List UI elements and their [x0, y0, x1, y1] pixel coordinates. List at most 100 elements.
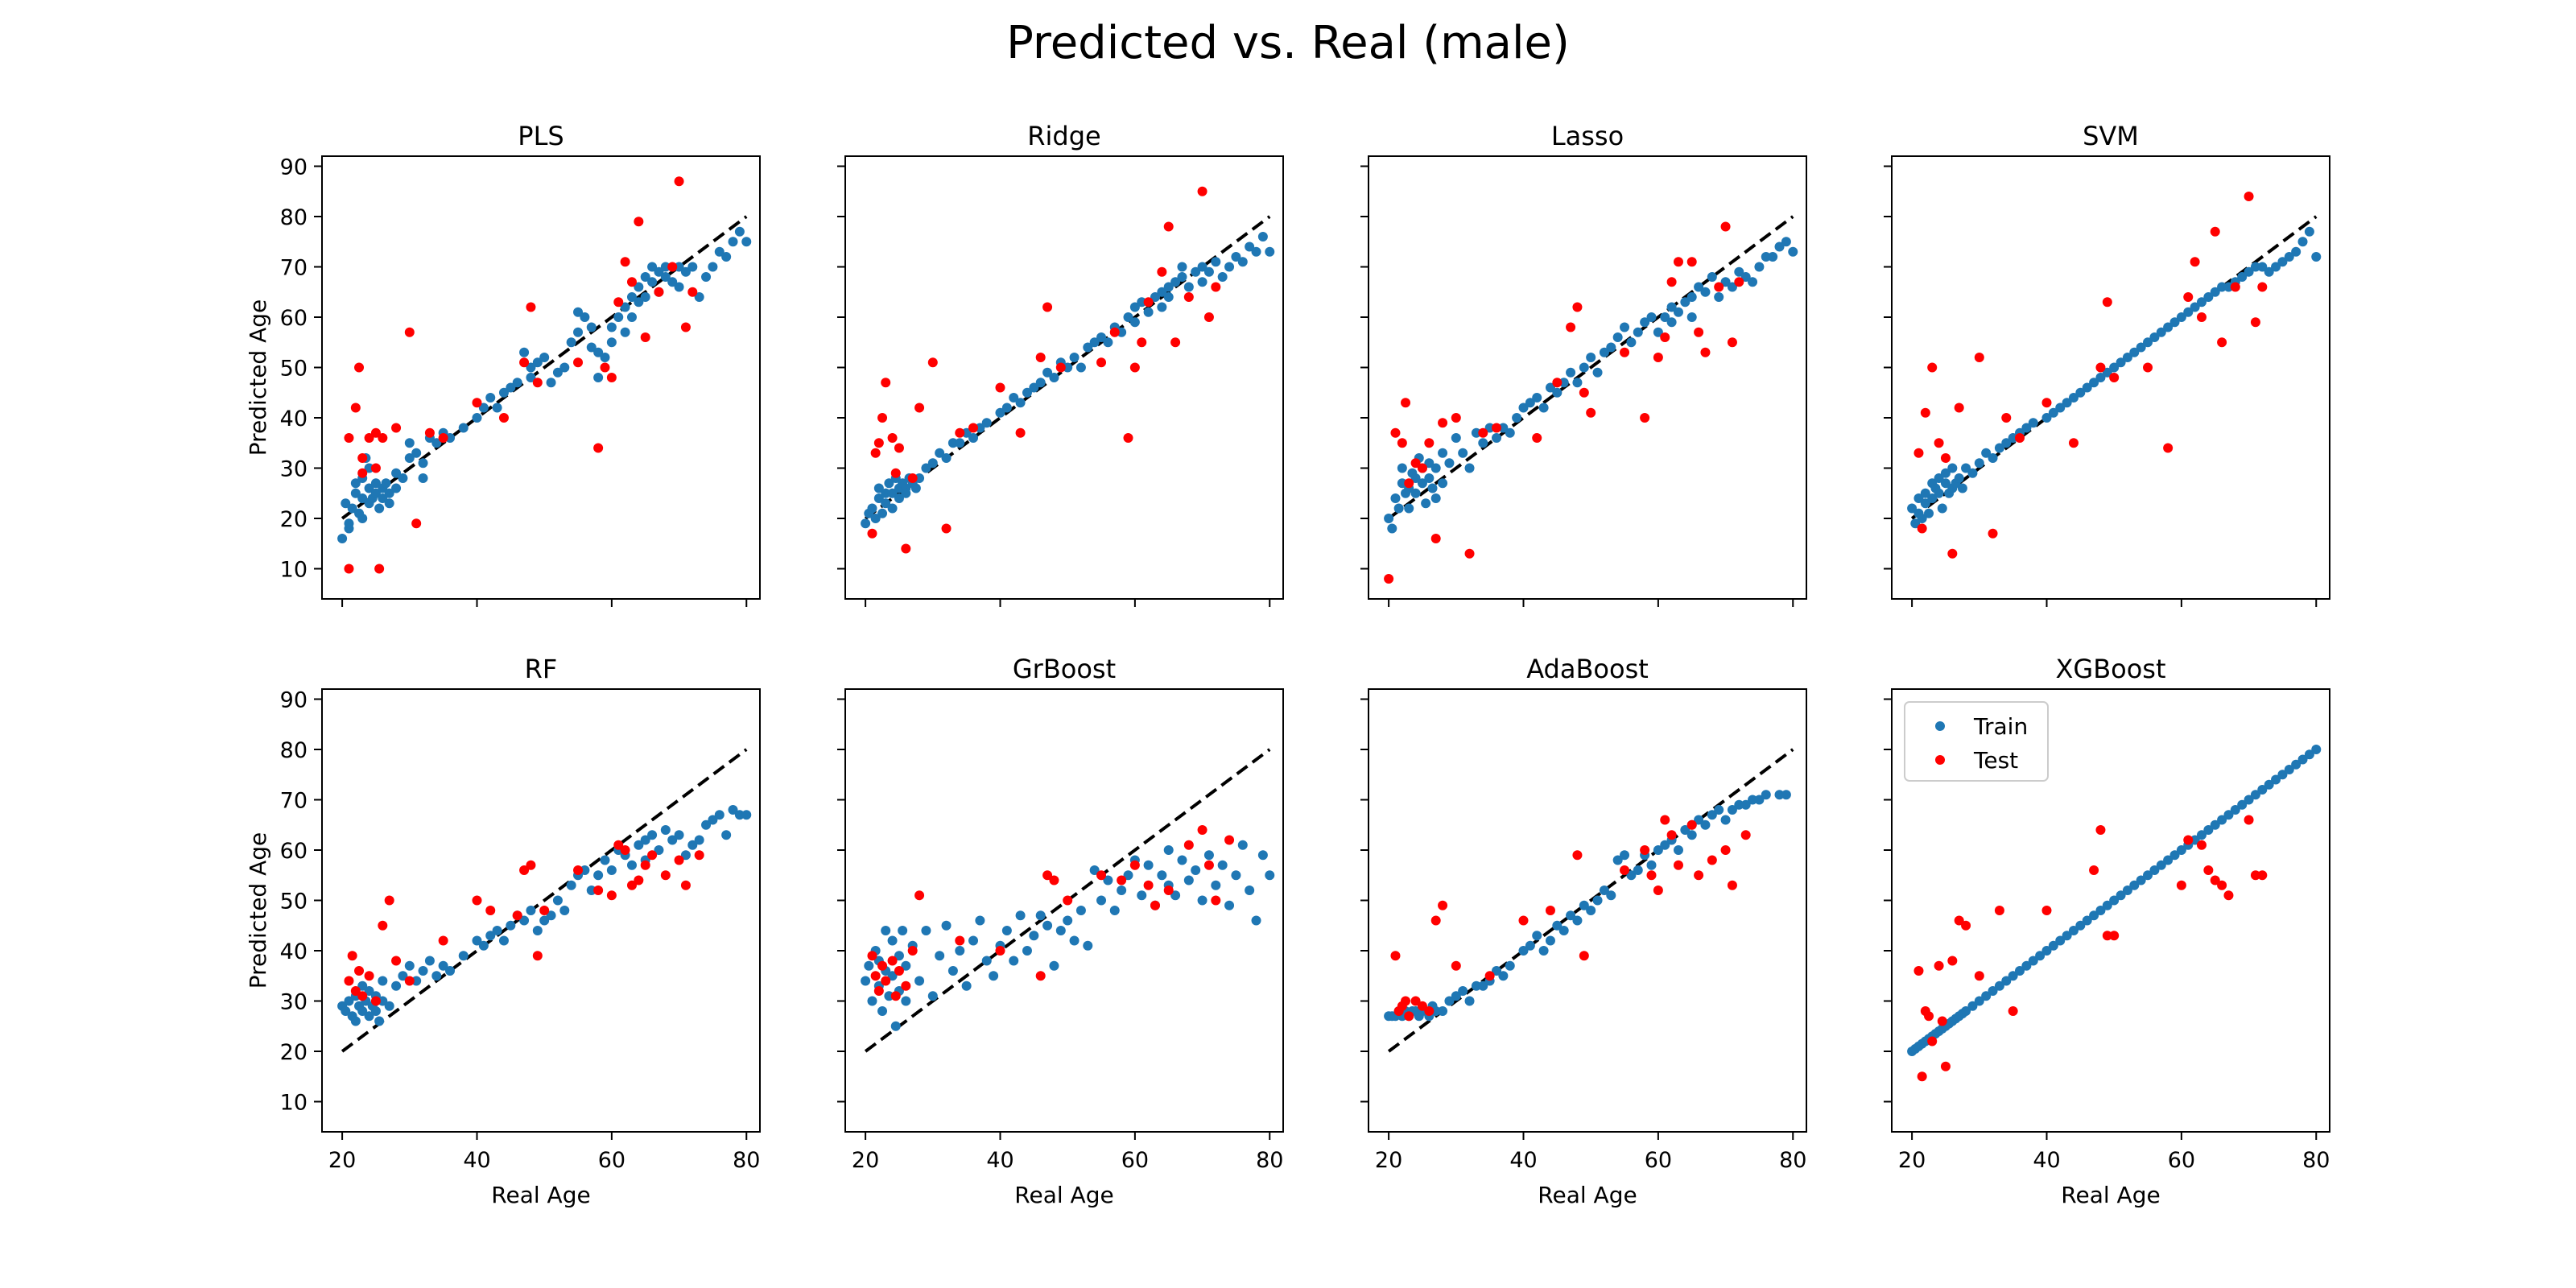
train-point — [391, 483, 402, 493]
train-point — [539, 915, 550, 926]
train-point — [894, 493, 904, 503]
train-point — [901, 996, 911, 1006]
test-point — [357, 468, 368, 478]
train-point — [1633, 865, 1643, 875]
train-point — [1734, 266, 1744, 277]
train-point — [1265, 870, 1275, 881]
train-point — [1231, 252, 1241, 262]
legend-label-train: Train — [1973, 713, 2028, 740]
train-point — [935, 951, 945, 961]
train-point — [1163, 292, 1174, 302]
train-point — [2223, 282, 2234, 292]
test-point — [674, 855, 684, 865]
train-point — [1680, 297, 1690, 308]
train-point — [1424, 473, 1435, 483]
train-point — [1397, 478, 1407, 489]
train-point — [921, 463, 931, 473]
train-point — [1458, 986, 1468, 996]
test-point — [877, 413, 888, 423]
train-point — [1538, 946, 1549, 956]
train-point — [660, 262, 671, 272]
train-point — [1410, 488, 1421, 498]
y-tick-label: 20 — [280, 1040, 308, 1065]
train-point — [935, 448, 945, 458]
series-test — [1390, 815, 1751, 1022]
test-point — [1640, 845, 1650, 855]
series-test — [344, 176, 698, 574]
test-point — [901, 543, 911, 554]
train-point — [1727, 282, 1737, 292]
train-point — [1774, 242, 1785, 252]
test-point — [1163, 886, 1174, 895]
test-point — [1404, 478, 1414, 489]
train-point — [634, 297, 644, 308]
train-point — [1606, 890, 1616, 901]
test-point — [498, 413, 509, 423]
train-point — [861, 976, 871, 986]
train-point — [1720, 815, 1731, 825]
test-point — [647, 850, 658, 861]
train-point — [1907, 503, 1918, 514]
test-point — [1150, 900, 1160, 910]
train-point — [1217, 272, 1228, 282]
train-point — [721, 252, 732, 262]
panel-title: PLS — [518, 121, 564, 151]
test-point — [2230, 282, 2240, 292]
test-point — [1961, 920, 1971, 931]
panel-pls: PLS 10 20 30 40 50 60 70 80 90 Predicted Age — [245, 121, 761, 607]
train-point — [1444, 996, 1455, 1006]
test-point — [1035, 353, 1046, 362]
train-point — [2068, 926, 2079, 935]
train-point — [344, 996, 354, 1006]
test-point — [1666, 830, 1677, 840]
test-point — [2217, 880, 2227, 890]
train-point — [1055, 926, 1066, 935]
train-point — [337, 534, 348, 543]
test-point — [1137, 337, 1147, 348]
test-point — [573, 865, 584, 875]
train-point — [2277, 257, 2288, 267]
train-point — [1471, 427, 1481, 438]
train-point — [1075, 362, 1086, 373]
train-point — [1224, 262, 1235, 272]
test-point — [1123, 433, 1133, 443]
test-point — [1410, 458, 1421, 469]
train-point — [2217, 282, 2227, 292]
train-point — [2210, 819, 2220, 830]
test-point — [1660, 332, 1670, 342]
train-point — [2176, 312, 2186, 322]
train-point — [1245, 886, 1255, 895]
x-axis-label: Real Age — [1014, 1182, 1113, 1208]
train-point — [2304, 749, 2314, 760]
test-point — [907, 473, 918, 483]
train-point — [2055, 935, 2066, 946]
train-point — [606, 337, 617, 348]
train-point — [1492, 966, 1502, 976]
train-point — [1720, 277, 1731, 287]
train-point — [2271, 262, 2281, 272]
train-point — [1251, 246, 1261, 257]
x-tick-label: 60 — [2168, 1148, 2195, 1173]
train-point — [1768, 252, 1778, 262]
train-point — [2163, 855, 2174, 865]
train-point — [1257, 850, 1268, 861]
test-point — [593, 886, 604, 895]
train-point — [546, 910, 556, 921]
train-point — [391, 980, 402, 991]
train-point — [512, 378, 522, 388]
train-point — [2068, 393, 2079, 402]
series-test — [1913, 815, 2268, 1082]
train-point — [1586, 353, 1596, 362]
panel-title: AdaBoost — [1526, 654, 1649, 684]
train-point — [526, 373, 536, 382]
y-tick-label: 70 — [280, 256, 308, 281]
panel-xgboost: XGBoost 20 40 60 80 Real Age Train Test — [1884, 654, 2330, 1208]
test-point — [1163, 221, 1174, 232]
train-point — [1572, 915, 1583, 926]
train-point — [734, 226, 745, 237]
train-point — [674, 262, 684, 272]
train-point — [2095, 906, 2106, 915]
train-point — [1438, 448, 1448, 458]
test-point — [887, 956, 898, 966]
train-point — [910, 483, 921, 493]
